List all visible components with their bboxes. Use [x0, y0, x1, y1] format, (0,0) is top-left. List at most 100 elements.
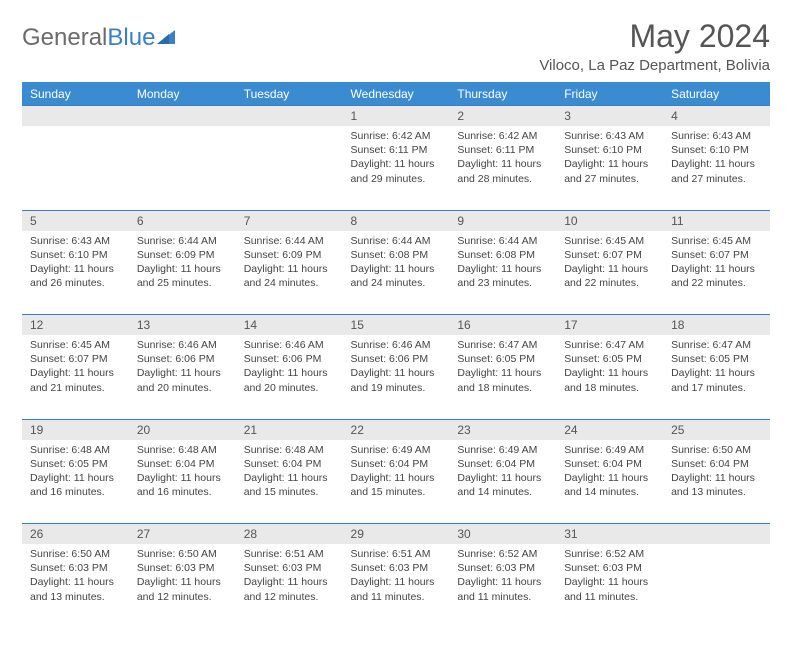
day-number-cell: 19 — [22, 419, 129, 440]
day-number-cell: 3 — [556, 106, 663, 127]
daylight-line: Daylight: 11 hours and 25 minutes. — [137, 262, 228, 290]
day-content-cell: Sunrise: 6:49 AMSunset: 6:04 PMDaylight:… — [556, 440, 663, 524]
sunrise-line: Sunrise: 6:43 AM — [671, 129, 762, 143]
sunset-line: Sunset: 6:06 PM — [244, 352, 335, 366]
sunset-line: Sunset: 6:04 PM — [137, 457, 228, 471]
sunset-line: Sunset: 6:08 PM — [457, 248, 548, 262]
sunset-line: Sunset: 6:03 PM — [30, 561, 121, 575]
day-number-cell: 9 — [449, 210, 556, 231]
brand-part2: Blue — [107, 24, 155, 52]
sunrise-line: Sunrise: 6:47 AM — [564, 338, 655, 352]
page-header: GeneralBlue May 2024 Viloco, La Paz Depa… — [22, 18, 770, 74]
sunset-line: Sunset: 6:04 PM — [457, 457, 548, 471]
day-content-cell: Sunrise: 6:42 AMSunset: 6:11 PMDaylight:… — [343, 126, 450, 210]
daylight-line: Daylight: 11 hours and 20 minutes. — [244, 366, 335, 394]
sunrise-line: Sunrise: 6:47 AM — [457, 338, 548, 352]
sunrise-line: Sunrise: 6:45 AM — [671, 234, 762, 248]
daylight-line: Daylight: 11 hours and 24 minutes. — [351, 262, 442, 290]
day-content-cell: Sunrise: 6:42 AMSunset: 6:11 PMDaylight:… — [449, 126, 556, 210]
daylight-line: Daylight: 11 hours and 11 minutes. — [564, 575, 655, 603]
daylight-line: Daylight: 11 hours and 15 minutes. — [244, 471, 335, 499]
sunrise-line: Sunrise: 6:46 AM — [137, 338, 228, 352]
daylight-line: Daylight: 11 hours and 12 minutes. — [244, 575, 335, 603]
sunrise-line: Sunrise: 6:42 AM — [457, 129, 548, 143]
weekday-header: Sunday — [22, 83, 129, 106]
day-content-cell: Sunrise: 6:50 AMSunset: 6:03 PMDaylight:… — [129, 544, 236, 628]
daylight-line: Daylight: 11 hours and 17 minutes. — [671, 366, 762, 394]
sunrise-line: Sunrise: 6:46 AM — [351, 338, 442, 352]
sunset-line: Sunset: 6:11 PM — [457, 143, 548, 157]
sunrise-line: Sunrise: 6:42 AM — [351, 129, 442, 143]
sunrise-line: Sunrise: 6:45 AM — [564, 234, 655, 248]
day-content-row: Sunrise: 6:42 AMSunset: 6:11 PMDaylight:… — [22, 126, 770, 210]
daylight-line: Daylight: 11 hours and 27 minutes. — [671, 157, 762, 185]
day-number-cell — [236, 106, 343, 127]
sunrise-line: Sunrise: 6:48 AM — [244, 443, 335, 457]
day-number-row: 1234 — [22, 106, 770, 127]
day-number-cell: 12 — [22, 315, 129, 336]
day-content-cell: Sunrise: 6:47 AMSunset: 6:05 PMDaylight:… — [663, 335, 770, 419]
calendar-body: 1234Sunrise: 6:42 AMSunset: 6:11 PMDayli… — [22, 106, 770, 629]
day-number-cell: 22 — [343, 419, 450, 440]
sunrise-line: Sunrise: 6:46 AM — [244, 338, 335, 352]
day-number-cell: 13 — [129, 315, 236, 336]
daylight-line: Daylight: 11 hours and 12 minutes. — [137, 575, 228, 603]
day-number-cell: 26 — [22, 524, 129, 545]
day-number-row: 12131415161718 — [22, 315, 770, 336]
day-number-cell — [22, 106, 129, 127]
weekday-header: Wednesday — [343, 83, 450, 106]
day-content-cell: Sunrise: 6:47 AMSunset: 6:05 PMDaylight:… — [449, 335, 556, 419]
day-content-cell: Sunrise: 6:47 AMSunset: 6:05 PMDaylight:… — [556, 335, 663, 419]
daylight-line: Daylight: 11 hours and 24 minutes. — [244, 262, 335, 290]
sunrise-line: Sunrise: 6:50 AM — [30, 547, 121, 561]
day-number-cell: 16 — [449, 315, 556, 336]
sunrise-line: Sunrise: 6:44 AM — [351, 234, 442, 248]
day-number-cell: 25 — [663, 419, 770, 440]
daylight-line: Daylight: 11 hours and 29 minutes. — [351, 157, 442, 185]
sunset-line: Sunset: 6:04 PM — [671, 457, 762, 471]
day-number-row: 262728293031 — [22, 524, 770, 545]
day-content-cell: Sunrise: 6:44 AMSunset: 6:08 PMDaylight:… — [343, 231, 450, 315]
daylight-line: Daylight: 11 hours and 19 minutes. — [351, 366, 442, 394]
sunset-line: Sunset: 6:08 PM — [351, 248, 442, 262]
sunrise-line: Sunrise: 6:51 AM — [351, 547, 442, 561]
day-number-cell: 21 — [236, 419, 343, 440]
title-block: May 2024 Viloco, La Paz Department, Boli… — [539, 18, 770, 74]
day-number-cell: 28 — [236, 524, 343, 545]
daylight-line: Daylight: 11 hours and 21 minutes. — [30, 366, 121, 394]
daylight-line: Daylight: 11 hours and 26 minutes. — [30, 262, 121, 290]
month-title: May 2024 — [539, 18, 770, 55]
day-content-cell: Sunrise: 6:46 AMSunset: 6:06 PMDaylight:… — [343, 335, 450, 419]
day-content-cell: Sunrise: 6:49 AMSunset: 6:04 PMDaylight:… — [343, 440, 450, 524]
sunset-line: Sunset: 6:09 PM — [137, 248, 228, 262]
sunset-line: Sunset: 6:05 PM — [671, 352, 762, 366]
day-number-cell: 27 — [129, 524, 236, 545]
sunrise-line: Sunrise: 6:48 AM — [30, 443, 121, 457]
sunrise-line: Sunrise: 6:52 AM — [564, 547, 655, 561]
sunrise-line: Sunrise: 6:52 AM — [457, 547, 548, 561]
sunrise-line: Sunrise: 6:43 AM — [30, 234, 121, 248]
day-number-row: 19202122232425 — [22, 419, 770, 440]
sunset-line: Sunset: 6:04 PM — [351, 457, 442, 471]
daylight-line: Daylight: 11 hours and 22 minutes. — [671, 262, 762, 290]
logo-sail-icon — [157, 28, 177, 44]
day-number-cell: 30 — [449, 524, 556, 545]
day-number-cell — [663, 524, 770, 545]
calendar-table: Sunday Monday Tuesday Wednesday Thursday… — [22, 82, 770, 628]
sunrise-line: Sunrise: 6:50 AM — [137, 547, 228, 561]
sunset-line: Sunset: 6:03 PM — [457, 561, 548, 575]
daylight-line: Daylight: 11 hours and 20 minutes. — [137, 366, 228, 394]
sunset-line: Sunset: 6:07 PM — [564, 248, 655, 262]
day-content-row: Sunrise: 6:50 AMSunset: 6:03 PMDaylight:… — [22, 544, 770, 628]
brand-part1: General — [22, 24, 107, 52]
day-number-cell: 31 — [556, 524, 663, 545]
day-content-cell: Sunrise: 6:48 AMSunset: 6:04 PMDaylight:… — [236, 440, 343, 524]
day-number-cell: 23 — [449, 419, 556, 440]
weekday-header: Monday — [129, 83, 236, 106]
day-content-cell: Sunrise: 6:45 AMSunset: 6:07 PMDaylight:… — [22, 335, 129, 419]
location-text: Viloco, La Paz Department, Bolivia — [539, 57, 770, 74]
day-content-cell — [22, 126, 129, 210]
day-number-cell: 1 — [343, 106, 450, 127]
day-number-cell: 17 — [556, 315, 663, 336]
day-content-cell — [129, 126, 236, 210]
